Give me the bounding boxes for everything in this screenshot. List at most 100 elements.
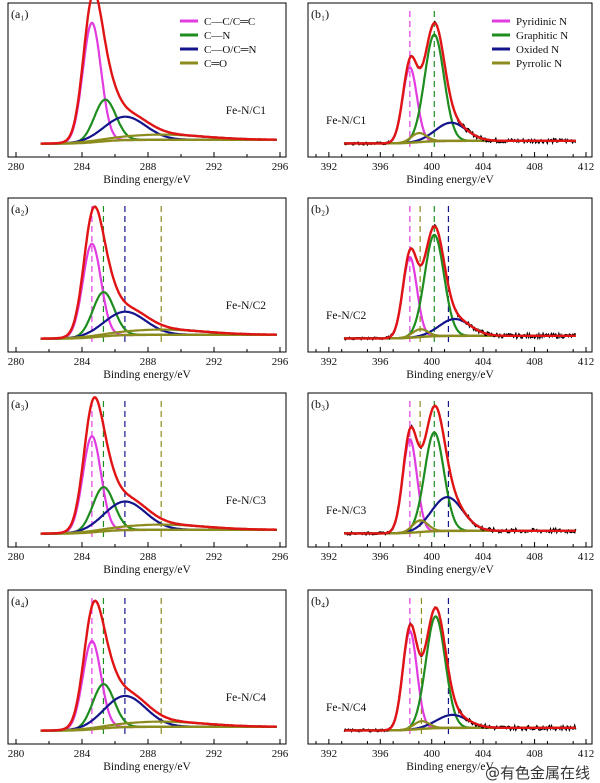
component-curve-1 xyxy=(40,434,277,535)
x-tick-label: 296 xyxy=(272,161,289,173)
x-tick-label: 280 xyxy=(8,161,25,173)
x-tick-label: 412 xyxy=(578,356,595,368)
legend-entry: C—N xyxy=(204,30,230,42)
panel-label: (a₃) xyxy=(11,397,29,411)
x-tick-label: 284 xyxy=(74,551,91,563)
fitted-envelope-curve xyxy=(344,404,576,535)
plot-frame xyxy=(307,589,593,745)
x-tick-label: 404 xyxy=(475,748,492,760)
panel-label: (a₄) xyxy=(11,594,29,608)
panel-label: (b₃) xyxy=(311,397,329,411)
panel-a2: 280 284 288 292 296 Binding energy/eV (a₂) Fe-N… xyxy=(7,197,289,381)
watermark-text: @有色金属在线 xyxy=(485,764,590,782)
x-tick-label: 396 xyxy=(372,551,389,563)
fitted-envelope-curve xyxy=(40,0,277,145)
x-tick-label: 288 xyxy=(140,551,157,563)
x-tick-label: 400 xyxy=(423,551,440,563)
sample-label: Fe-N/C3 xyxy=(326,505,367,517)
legend: C—C/C═C C—N C—O/C═N C═O xyxy=(180,16,256,70)
legend-entry: C—C/C═C xyxy=(204,16,255,28)
plot-frame xyxy=(307,2,593,158)
x-tick-label: 288 xyxy=(140,161,157,173)
x-axis-label: Binding energy/eV xyxy=(103,564,191,576)
sample-label: Fe-N/C4 xyxy=(326,702,367,714)
plot-frame xyxy=(7,2,287,158)
x-tick-label: 404 xyxy=(475,356,492,368)
component-curve-1 xyxy=(344,256,576,340)
x-axis-label: Binding energy/eV xyxy=(406,564,494,576)
fitted-envelope-curve xyxy=(344,224,576,340)
panel-b2: 392 396 400 404 408 412 Binding energy/eV (b₂) F… xyxy=(307,197,595,381)
x-tick-label: 408 xyxy=(526,356,543,368)
x-tick-label: 392 xyxy=(321,748,338,760)
x-tick-label: 392 xyxy=(321,356,338,368)
component-curve-1 xyxy=(40,21,277,145)
panel-a4: 280 284 288 292 296 Binding energy/eV (a₄) Fe-N… xyxy=(7,589,289,773)
component-curve-1 xyxy=(344,438,576,535)
x-tick-label: 292 xyxy=(206,748,223,760)
x-tick-label: 408 xyxy=(526,748,543,760)
legend-entry: Oxided N xyxy=(516,44,559,56)
x-tick-label: 292 xyxy=(206,161,223,173)
legend-entry: C═O xyxy=(204,58,227,70)
sample-label: Fe-N/C2 xyxy=(326,310,367,322)
panel-label: (a₁) xyxy=(11,7,29,21)
plot-frame xyxy=(307,197,593,353)
x-tick-label: 400 xyxy=(423,356,440,368)
x-tick-label: 404 xyxy=(475,161,492,173)
panel-a3: 280 284 288 292 296 Binding energy/eV (a₃) Fe-N… xyxy=(7,392,289,576)
x-tick-label: 392 xyxy=(321,161,338,173)
plot-frame xyxy=(7,392,287,548)
x-axis-label: Binding energy/eV xyxy=(103,369,191,381)
x-tick-label: 396 xyxy=(372,356,389,368)
sample-label: Fe-N/C1 xyxy=(226,105,267,117)
fitted-envelope-curve xyxy=(40,396,277,535)
panel-label: (b₂) xyxy=(311,202,329,216)
component-curve-1 xyxy=(40,639,277,732)
x-tick-label: 288 xyxy=(140,356,157,368)
x-tick-label: 280 xyxy=(8,356,25,368)
legend-entry: Pyrrolic N xyxy=(516,58,562,70)
x-tick-label: 400 xyxy=(423,748,440,760)
x-tick-label: 400 xyxy=(423,161,440,173)
x-tick-label: 412 xyxy=(578,551,595,563)
sample-label: Fe-N/C2 xyxy=(226,300,267,312)
x-tick-label: 284 xyxy=(74,748,91,760)
x-tick-label: 412 xyxy=(578,748,595,760)
fitted-envelope-curve xyxy=(40,599,277,732)
raw-data-curve xyxy=(343,404,577,536)
sample-label: Fe-N/C4 xyxy=(226,692,267,704)
sample-label: Fe-N/C3 xyxy=(226,495,267,507)
x-tick-label: 408 xyxy=(526,161,543,173)
x-tick-label: 396 xyxy=(372,161,389,173)
fitted-envelope-curve xyxy=(344,21,576,145)
x-tick-label: 280 xyxy=(8,551,25,563)
x-tick-label: 280 xyxy=(8,748,25,760)
legend: Pyridinic N Graphitic N Oxided N Pyrrolic N xyxy=(492,16,568,70)
x-axis-label: Binding energy/eV xyxy=(406,369,494,381)
panel-b3: 392 396 400 404 408 412 Binding energy/eV (b₃) F… xyxy=(307,392,595,576)
component-curve-2 xyxy=(344,431,576,535)
legend-entry: Graphitic N xyxy=(516,30,568,42)
plot-frame xyxy=(7,197,287,353)
x-tick-label: 284 xyxy=(74,356,91,368)
plot-frame xyxy=(7,589,287,745)
x-axis-label: Binding energy/eV xyxy=(103,174,191,186)
fitted-envelope-curve xyxy=(344,606,576,732)
x-tick-label: 392 xyxy=(321,551,338,563)
x-tick-label: 288 xyxy=(140,748,157,760)
component-curve-2 xyxy=(344,233,576,340)
x-tick-label: 292 xyxy=(206,356,223,368)
x-tick-label: 284 xyxy=(74,161,91,173)
panel-a1: 280 284 288 292 296 Binding energy/eV (a₁) Fe-N… xyxy=(7,0,289,186)
panel-b1: 392 396 400 404 408 412 Binding energy/eV (b₁) F… xyxy=(307,2,594,186)
panel-label: (b₄) xyxy=(311,594,329,608)
plot-frame xyxy=(307,392,593,548)
x-tick-label: 296 xyxy=(272,748,289,760)
x-tick-label: 396 xyxy=(372,748,389,760)
x-tick-label: 404 xyxy=(475,551,492,563)
fitted-envelope-curve xyxy=(40,205,277,340)
x-tick-label: 296 xyxy=(272,551,289,563)
component-curve-1 xyxy=(344,66,576,145)
x-tick-label: 292 xyxy=(206,551,223,563)
